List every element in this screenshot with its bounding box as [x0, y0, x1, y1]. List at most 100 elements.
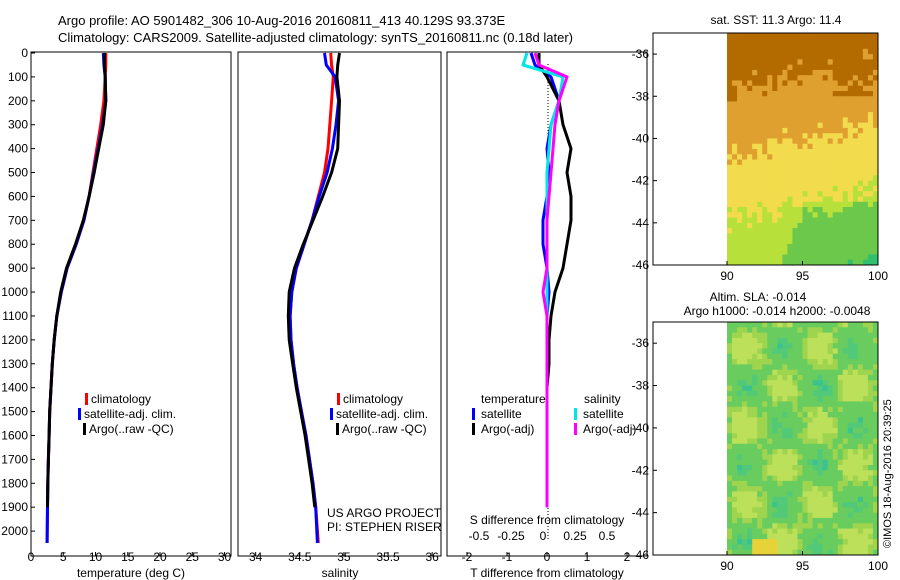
- map-cell: [727, 433, 733, 439]
- map-cell: [772, 243, 778, 250]
- map-cell: [737, 464, 743, 471]
- map-cell: [802, 96, 808, 102]
- map-cell: [862, 401, 869, 408]
- map-cell: [802, 401, 808, 408]
- map-cell: [787, 228, 793, 234]
- map-cell: [852, 54, 859, 60]
- map-cell: [762, 348, 768, 355]
- map-cell: [852, 433, 859, 439]
- map-cell: [862, 33, 869, 39]
- map-cell: [797, 69, 803, 76]
- map-cell: [777, 43, 783, 50]
- map-cell: [762, 254, 768, 261]
- map-cell: [727, 38, 733, 44]
- map-cell: [787, 54, 793, 60]
- map-cell: [822, 64, 829, 71]
- map-cell: [752, 80, 758, 87]
- map-cell: [802, 201, 808, 208]
- map-cell: [747, 322, 753, 328]
- map-cell: [837, 101, 844, 108]
- map-cell: [762, 101, 768, 108]
- map-cell: [857, 348, 864, 355]
- map-cell: [792, 337, 798, 344]
- map-cell: [792, 170, 798, 176]
- map-cell: [847, 369, 854, 376]
- map-cell: [802, 91, 808, 97]
- map-cell: [817, 112, 824, 118]
- map-cell: [737, 238, 743, 245]
- map-cell: [767, 207, 773, 213]
- map-cell: [782, 149, 788, 155]
- map-cell: [792, 33, 798, 39]
- map-cell: [727, 343, 733, 349]
- map-cell: [842, 122, 849, 129]
- map-cell: [767, 327, 773, 333]
- map-cell: [787, 390, 793, 397]
- map-cell: [772, 327, 778, 333]
- map-cell: [762, 180, 768, 187]
- map-cell: [732, 254, 738, 261]
- map-cell: [807, 401, 813, 408]
- map-cell: [767, 528, 773, 535]
- map-cell: [872, 459, 879, 466]
- map-cell: [792, 454, 798, 461]
- map-cell: [832, 517, 839, 524]
- map-cell: [852, 544, 859, 551]
- map-cell: [737, 212, 743, 218]
- map-cell: [727, 374, 733, 381]
- map-cell: [787, 212, 793, 218]
- map-cell: [802, 417, 808, 424]
- map-cell: [797, 85, 803, 92]
- map-cell: [817, 507, 824, 514]
- map-cell: [727, 348, 733, 355]
- map-cell: [837, 364, 844, 371]
- map-cell: [727, 385, 733, 392]
- map-cell: [762, 228, 768, 234]
- map-cell: [772, 544, 778, 551]
- map-cell: [777, 549, 783, 556]
- map-cell: [802, 212, 808, 218]
- map-cell: [767, 243, 773, 250]
- map-cell: [787, 374, 793, 381]
- map-cell: [857, 433, 864, 439]
- map-cell: [867, 228, 874, 234]
- map-cell: [747, 228, 753, 234]
- map-cell: [767, 127, 773, 134]
- map-cell: [832, 533, 839, 540]
- map-cell: [807, 449, 813, 455]
- map-cell: [802, 243, 808, 250]
- map-cell: [817, 38, 824, 44]
- map-cell: [772, 449, 778, 455]
- map-cell: [737, 491, 743, 498]
- map-cell: [732, 117, 738, 124]
- map-cell: [832, 507, 839, 514]
- map-cell: [862, 80, 869, 87]
- map-cell: [737, 549, 743, 556]
- map-cell: [807, 201, 813, 208]
- map-cell: [772, 80, 778, 87]
- map-cell: [787, 364, 793, 371]
- map-cell: [837, 486, 844, 492]
- map-cell: [737, 343, 743, 349]
- map-cell: [852, 233, 859, 240]
- map-cell: [742, 254, 748, 261]
- map-cell: [772, 533, 778, 540]
- map-cell: [872, 533, 879, 540]
- map-cell: [742, 106, 748, 113]
- map-cell: [817, 343, 824, 349]
- map-cell: [792, 327, 798, 333]
- map-cell: [727, 217, 733, 224]
- map-cell: [857, 406, 864, 413]
- map-cell: [732, 401, 738, 408]
- map-cell: [822, 154, 829, 160]
- map-cell: [727, 164, 733, 171]
- temperature-panel: 0100200300400500600700800900100011001200…: [1, 46, 231, 580]
- map-cell: [737, 507, 743, 514]
- map-cell: [872, 491, 879, 498]
- map-cell: [872, 33, 879, 39]
- map-cell: [792, 427, 798, 434]
- map-cell: [857, 332, 864, 339]
- map-cell: [852, 454, 859, 461]
- map-cell: [747, 523, 753, 529]
- map-cell: [867, 43, 874, 50]
